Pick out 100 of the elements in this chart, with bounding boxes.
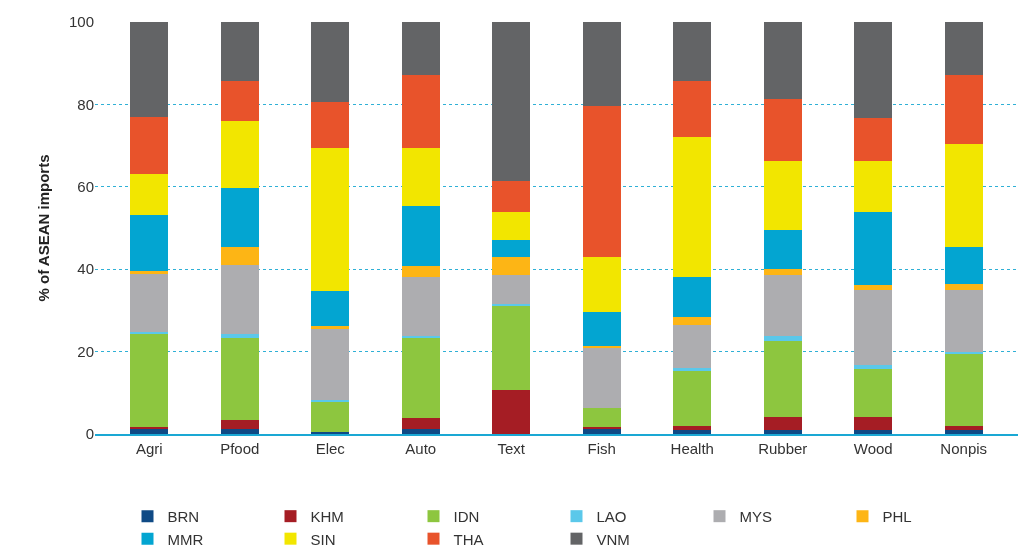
- bar: [492, 275, 530, 304]
- bar: [130, 429, 168, 434]
- bar: [945, 144, 983, 247]
- y-tick-label: 40: [77, 260, 94, 278]
- bar: [311, 102, 349, 148]
- bar: [583, 408, 621, 427]
- bar: [402, 418, 440, 429]
- bar: [311, 401, 349, 432]
- bar: [402, 206, 440, 266]
- x-tick-label: Nonpis: [940, 440, 988, 457]
- bar: [764, 269, 802, 275]
- x-tick-label: Elec: [315, 440, 346, 457]
- bar: [492, 212, 530, 240]
- bar: [221, 429, 259, 434]
- bar: [221, 338, 259, 420]
- bar: [945, 430, 983, 434]
- x-tick-label: Pfood: [220, 440, 260, 457]
- y-tick-label: 80: [77, 95, 94, 113]
- bar: [221, 22, 259, 81]
- bar: [402, 75, 440, 148]
- bar: [492, 240, 530, 257]
- bar: [854, 285, 892, 290]
- bar: [492, 390, 530, 434]
- bar: [673, 368, 711, 371]
- bar: [402, 266, 440, 277]
- bar: [764, 230, 802, 269]
- bar: [583, 257, 621, 312]
- x-tick-label: Wood: [853, 440, 893, 457]
- bar: [854, 212, 892, 285]
- bar: [221, 81, 259, 121]
- bar: [673, 277, 711, 317]
- bar: [945, 284, 983, 290]
- bar: [945, 290, 983, 352]
- x-tick-label: Agri: [135, 440, 163, 457]
- bar: [854, 161, 892, 212]
- bar: [402, 338, 440, 418]
- bar: [130, 174, 168, 215]
- x-tick-label: Rubber: [758, 440, 808, 457]
- bar: [492, 181, 530, 212]
- bar: [945, 22, 983, 75]
- bar: [764, 99, 802, 161]
- bar: [221, 420, 259, 429]
- bar: [311, 329, 349, 400]
- bar: [130, 117, 168, 174]
- bar: [764, 22, 802, 99]
- bar: [130, 271, 168, 274]
- bar: [402, 22, 440, 75]
- bar: [492, 22, 530, 181]
- bar: [221, 188, 259, 247]
- y-tick-label: 100: [68, 13, 94, 31]
- bar: [945, 354, 983, 426]
- bar: [402, 429, 440, 434]
- bar: [583, 22, 621, 106]
- bar: [673, 325, 711, 368]
- bar: [221, 334, 259, 338]
- bar: [673, 137, 711, 277]
- bar: [130, 215, 168, 271]
- bar: [673, 22, 711, 81]
- bar: [673, 370, 711, 426]
- bar: [673, 426, 711, 430]
- bar: [402, 277, 440, 336]
- bar: [311, 22, 349, 102]
- bar: [764, 430, 802, 434]
- bar: [583, 312, 621, 346]
- bar: [583, 429, 621, 434]
- legend-label: BRN: [167, 508, 200, 526]
- bar: [221, 265, 259, 334]
- bar: [402, 148, 440, 206]
- bar: [854, 290, 892, 365]
- legend-label: MMR: [167, 530, 204, 548]
- x-tick-label: Auto: [405, 440, 437, 457]
- bar: [764, 341, 802, 417]
- bar: [854, 118, 892, 161]
- bar: [130, 334, 168, 427]
- bar: [673, 81, 711, 137]
- bar: [311, 326, 349, 329]
- bar: [854, 22, 892, 118]
- x-tick-label: Text: [497, 440, 526, 457]
- bar: [854, 365, 892, 369]
- legend-label: PHL: [882, 508, 912, 526]
- bar: [130, 274, 168, 332]
- bar: [764, 336, 802, 341]
- bar: [945, 426, 983, 430]
- bar: [945, 247, 983, 284]
- bar: [673, 430, 711, 434]
- bar: [311, 291, 349, 326]
- bar: [854, 430, 892, 434]
- bar: [673, 317, 711, 325]
- bar: [583, 348, 621, 408]
- bar: [764, 417, 802, 430]
- y-tick-label: 0: [85, 425, 94, 443]
- bar: [492, 257, 530, 275]
- x-tick-label: Health: [670, 440, 714, 457]
- x-tick-label: Fish: [587, 440, 616, 457]
- bar: [945, 75, 983, 144]
- bar: [764, 275, 802, 336]
- legend-label: KHM: [310, 508, 344, 526]
- y-tick-label: 60: [77, 178, 94, 196]
- legend-label: MYS: [739, 508, 773, 526]
- y-axis-title: % of ASEAN imports: [35, 154, 53, 302]
